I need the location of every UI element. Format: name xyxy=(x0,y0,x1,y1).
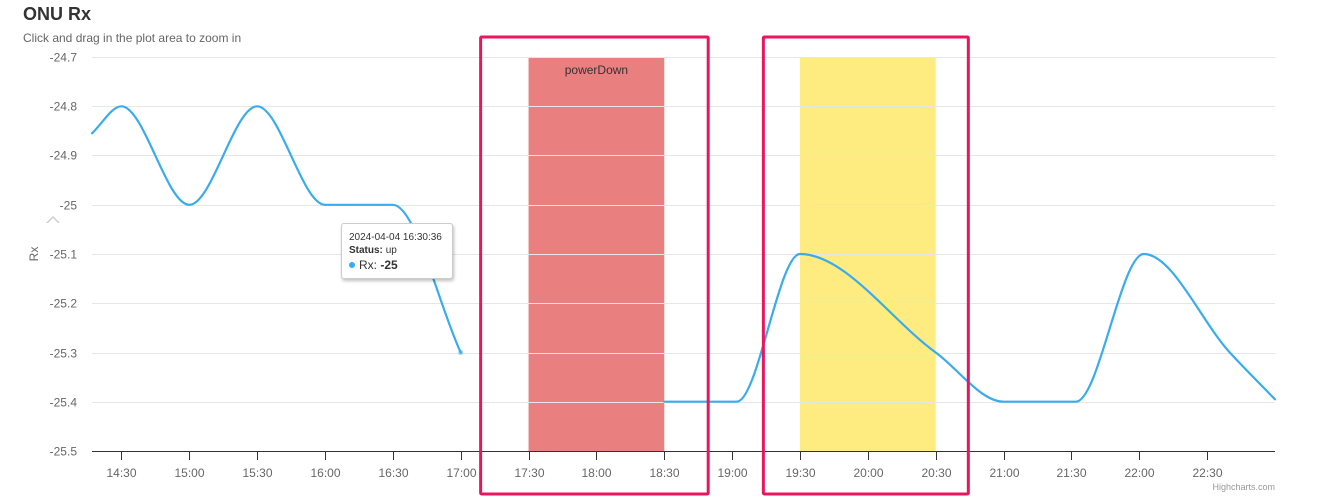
data-point-1-3 xyxy=(933,350,938,355)
x-axis-labels: 14:30 15:00 15:30 16:00 16:30 17:00 17:30 18:00… xyxy=(106,466,1222,480)
y-tick-label-0: -24.7 xyxy=(50,51,78,65)
x-tick-label-3: 16:00 xyxy=(310,466,340,480)
x-tick-label-9: 19:00 xyxy=(717,466,747,480)
y-tick-label-6: -25.3 xyxy=(50,347,78,361)
tooltip-pointer-fill xyxy=(47,218,59,224)
data-point-1-4 xyxy=(1001,399,1006,404)
data-point-1-8 xyxy=(1273,397,1278,402)
series-line-segment-0 xyxy=(90,105,462,354)
data-point-0-0 xyxy=(90,131,95,136)
grid-lines xyxy=(92,57,1275,403)
x-tick-label-15: 22:00 xyxy=(1124,466,1154,480)
data-tooltip: 2024-04-04 16:30:36 Status: up Rx: -25 xyxy=(341,223,453,279)
x-tick-label-13: 21:00 xyxy=(989,466,1019,480)
data-point-1-0 xyxy=(662,399,667,404)
highlight-box-0 xyxy=(479,35,710,496)
x-tick-label-10: 19:30 xyxy=(785,466,815,480)
data-point-1-1 xyxy=(734,399,739,404)
highlight-boxes xyxy=(479,35,970,496)
x-tick-label-4: 16:30 xyxy=(378,466,408,480)
highcharts-credits[interactable]: Highcharts.com xyxy=(1212,482,1275,492)
data-point-0-2 xyxy=(187,202,192,207)
y-tick-label-8: -25.5 xyxy=(50,445,78,459)
x-tick-label-14: 21:30 xyxy=(1056,466,1086,480)
data-point-1-2 xyxy=(797,252,802,257)
y-tick-label-7: -25.4 xyxy=(50,396,78,410)
y-tick-label-1: -24.8 xyxy=(50,100,78,114)
tooltip-status-label: Status: xyxy=(349,245,383,256)
x-tick-label-2: 15:30 xyxy=(242,466,272,480)
data-point-1-5 xyxy=(1073,399,1078,404)
tooltip-series: Rx: -25 xyxy=(349,257,445,273)
highlight-box-1 xyxy=(761,35,970,496)
y-axis-labels: -24.7 -24.8 -24.9 -25 -25.1 -25.2 -25.3 -25.4 -2… xyxy=(50,51,78,459)
x-tick-label-6: 17:30 xyxy=(514,466,544,480)
data-point-0-3 xyxy=(255,104,260,109)
plot-band-label-0: powerDown xyxy=(565,63,628,77)
plot-band-labels: powerDown xyxy=(565,63,628,77)
y-tick-label-5: -25.2 xyxy=(50,297,78,311)
tooltip-date: 2024-04-04 16:30:36 xyxy=(349,232,442,243)
data-point-0-4 xyxy=(322,202,327,207)
axes xyxy=(92,451,1275,460)
y-axis-title: Rx xyxy=(27,247,41,262)
y-tick-label-2: -24.9 xyxy=(50,149,78,163)
data-point-0-1 xyxy=(119,104,124,109)
x-tick-label-11: 20:00 xyxy=(853,466,883,480)
tooltip-status: Status: up xyxy=(349,244,445,257)
x-tick-label-0: 14:30 xyxy=(106,466,136,480)
segment-end-marker xyxy=(458,350,464,355)
x-tick-label-8: 18:30 xyxy=(649,466,679,480)
tooltip-status-value: up xyxy=(385,245,397,256)
series-color-dot xyxy=(349,262,355,268)
x-tick-label-7: 18:00 xyxy=(581,466,611,480)
x-tick-label-5: 17:00 xyxy=(446,466,476,480)
y-tick-label-3: -25 xyxy=(60,199,78,213)
x-tick-label-12: 20:30 xyxy=(921,466,951,480)
x-tick-label-16: 22:30 xyxy=(1192,466,1222,480)
tooltip-series-value: -25 xyxy=(380,258,398,272)
x-tick-label-1: 15:00 xyxy=(174,466,204,480)
data-point-0-5 xyxy=(390,202,395,207)
y-tick-label-4: -25.1 xyxy=(50,248,78,262)
chart-subtitle: Click and drag in the plot area to zoom … xyxy=(23,31,242,45)
data-point-1-6 xyxy=(1141,252,1146,257)
tooltip-series-label: Rx: xyxy=(359,258,377,272)
data-point-1-7 xyxy=(1227,350,1232,355)
chart-title: ONU Rx xyxy=(23,4,92,24)
